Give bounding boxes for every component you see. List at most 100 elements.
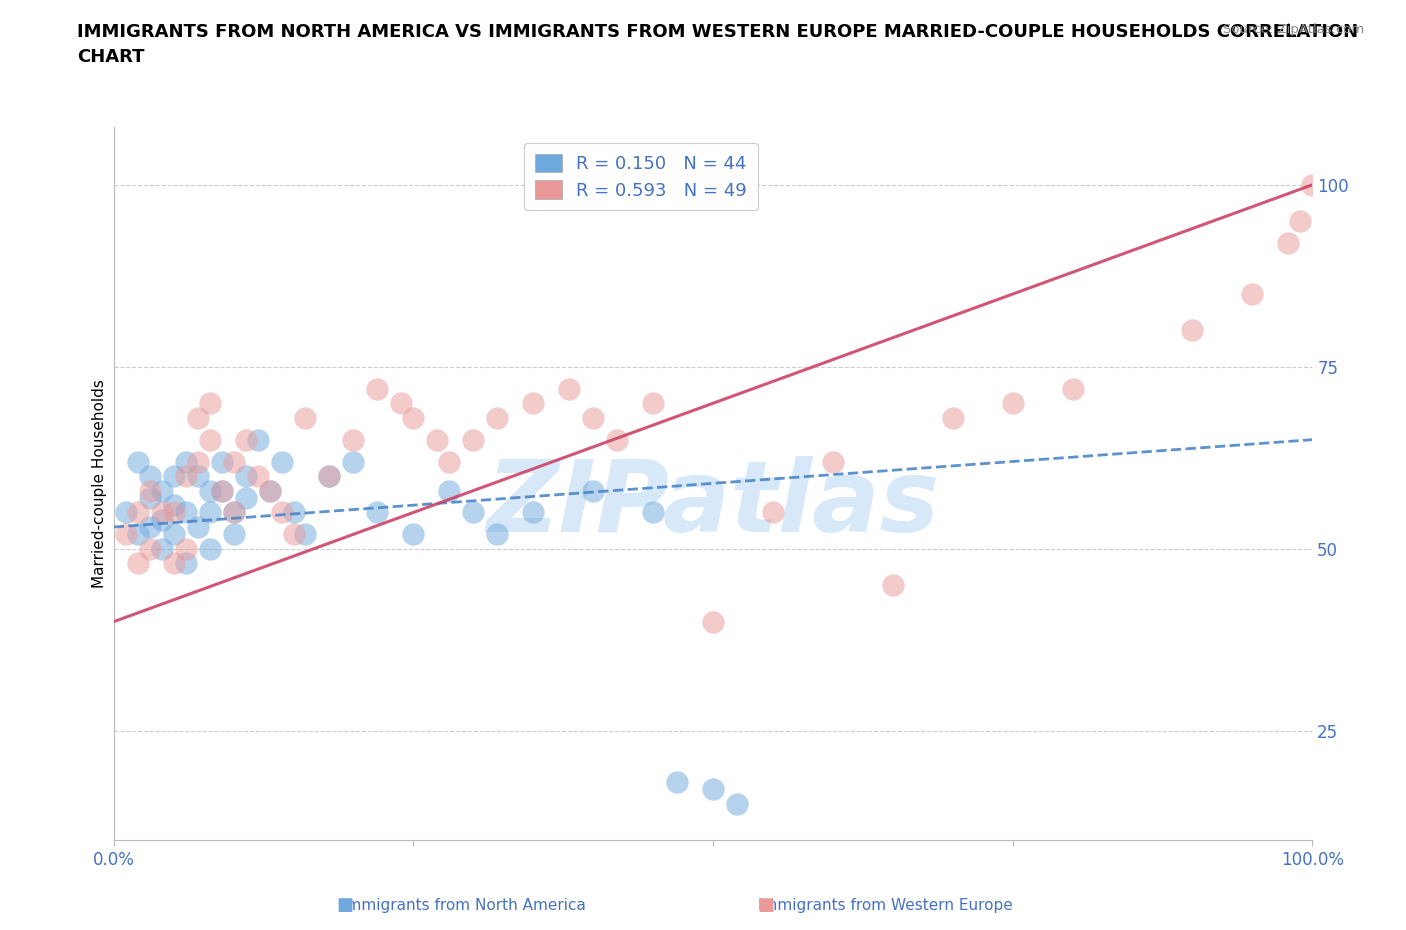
Point xyxy=(174,505,197,520)
Point xyxy=(211,454,233,469)
Point xyxy=(522,396,544,411)
Point xyxy=(198,432,221,447)
Point xyxy=(558,381,581,396)
Point xyxy=(246,432,269,447)
Text: ■: ■ xyxy=(758,896,775,913)
Text: ZIPatlas: ZIPatlas xyxy=(486,457,939,553)
Point xyxy=(163,469,186,484)
Point xyxy=(882,578,904,592)
Point xyxy=(486,527,509,542)
Point xyxy=(366,505,388,520)
Point xyxy=(138,469,160,484)
Point xyxy=(762,505,785,520)
Point xyxy=(138,520,160,535)
Point xyxy=(187,520,209,535)
Point xyxy=(198,541,221,556)
Point xyxy=(174,556,197,571)
Point xyxy=(150,484,173,498)
Point xyxy=(402,410,425,425)
Point xyxy=(643,505,665,520)
Point xyxy=(163,505,186,520)
Point xyxy=(402,527,425,542)
Point xyxy=(318,469,340,484)
Point xyxy=(187,469,209,484)
Point xyxy=(270,505,292,520)
Point xyxy=(127,556,149,571)
Text: IMMIGRANTS FROM NORTH AMERICA VS IMMIGRANTS FROM WESTERN EUROPE MARRIED-COUPLE H: IMMIGRANTS FROM NORTH AMERICA VS IMMIGRA… xyxy=(77,23,1358,66)
Point xyxy=(294,527,316,542)
Text: Immigrants from Western Europe: Immigrants from Western Europe xyxy=(758,897,1014,912)
Point xyxy=(187,410,209,425)
Point xyxy=(198,396,221,411)
Point xyxy=(198,505,221,520)
Point xyxy=(163,556,186,571)
Point xyxy=(150,505,173,520)
Point xyxy=(582,410,605,425)
Point xyxy=(1289,214,1312,229)
Y-axis label: Married-couple Households: Married-couple Households xyxy=(93,379,107,588)
Point xyxy=(702,614,724,629)
Point xyxy=(439,454,461,469)
Point xyxy=(643,396,665,411)
Point xyxy=(150,512,173,527)
Point xyxy=(222,505,245,520)
Legend: R = 0.150   N = 44, R = 0.593   N = 49: R = 0.150 N = 44, R = 0.593 N = 49 xyxy=(524,143,758,210)
Point xyxy=(138,541,160,556)
Point xyxy=(211,484,233,498)
Point xyxy=(114,505,136,520)
Point xyxy=(439,484,461,498)
Point xyxy=(270,454,292,469)
Text: Immigrants from North America: Immigrants from North America xyxy=(342,897,586,912)
Point xyxy=(463,432,485,447)
Point xyxy=(942,410,965,425)
Point xyxy=(1181,323,1204,338)
Point xyxy=(187,454,209,469)
Point xyxy=(283,527,305,542)
Point xyxy=(582,484,605,498)
Point xyxy=(222,454,245,469)
Point xyxy=(366,381,388,396)
Point xyxy=(174,454,197,469)
Point xyxy=(342,454,364,469)
Point xyxy=(283,505,305,520)
Point xyxy=(174,469,197,484)
Point xyxy=(702,782,724,797)
Text: Source: ZipAtlas.com: Source: ZipAtlas.com xyxy=(1223,23,1364,36)
Point xyxy=(211,484,233,498)
Point xyxy=(294,410,316,425)
Point xyxy=(235,469,257,484)
Point xyxy=(198,484,221,498)
Point xyxy=(1241,286,1264,301)
Point xyxy=(426,432,449,447)
Point xyxy=(821,454,844,469)
Point xyxy=(1062,381,1084,396)
Point xyxy=(522,505,544,520)
Point xyxy=(222,527,245,542)
Point xyxy=(138,490,160,505)
Point xyxy=(259,484,281,498)
Point xyxy=(259,484,281,498)
Point xyxy=(114,527,136,542)
Point xyxy=(389,396,412,411)
Point xyxy=(725,796,748,811)
Point xyxy=(1301,178,1323,193)
Point xyxy=(163,498,186,512)
Point xyxy=(222,505,245,520)
Point xyxy=(246,469,269,484)
Point xyxy=(174,541,197,556)
Point xyxy=(318,469,340,484)
Point xyxy=(235,432,257,447)
Point xyxy=(163,527,186,542)
Point xyxy=(150,541,173,556)
Point xyxy=(127,505,149,520)
Text: ■: ■ xyxy=(336,896,353,913)
Point xyxy=(1277,235,1299,250)
Point xyxy=(127,527,149,542)
Point xyxy=(486,410,509,425)
Point xyxy=(127,454,149,469)
Point xyxy=(342,432,364,447)
Point xyxy=(235,490,257,505)
Point xyxy=(666,775,689,790)
Point xyxy=(606,432,628,447)
Point xyxy=(1001,396,1024,411)
